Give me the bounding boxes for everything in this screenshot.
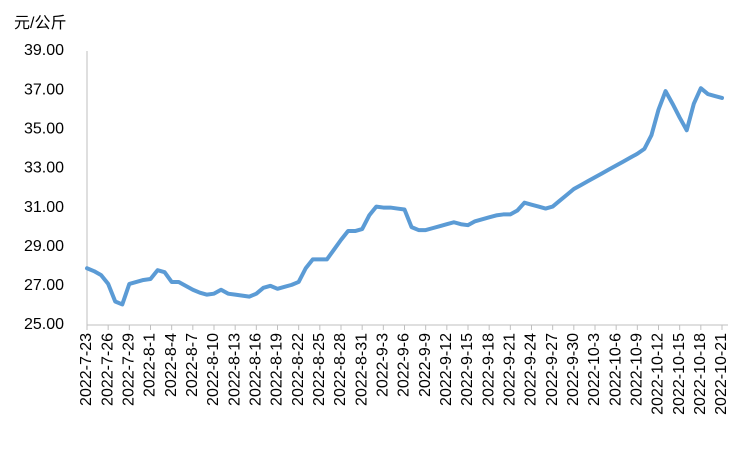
x-tick-label: 2022-10-18 (692, 333, 709, 415)
y-tick-label: 31.00 (24, 199, 64, 216)
y-tick-label: 25.00 (24, 316, 64, 333)
x-tick-label: 2022-10-21 (713, 333, 730, 415)
x-tick-label: 2022-8-19 (269, 333, 286, 406)
x-tick-label: 2022-10-12 (650, 333, 667, 415)
y-tick-label: 39.00 (24, 42, 64, 59)
x-tick-label: 2022-9-9 (417, 333, 434, 397)
x-tick-label: 2022-9-27 (544, 333, 561, 406)
x-tick-label: 2022-8-4 (163, 333, 180, 397)
x-tick-label: 2022-7-26 (99, 333, 116, 406)
x-tick-label: 2022-9-6 (396, 333, 413, 397)
x-tick-label: 2022-8-22 (290, 333, 307, 406)
x-tick-label: 2022-10-9 (629, 333, 646, 406)
x-tick-label: 2022-10-3 (586, 333, 603, 406)
x-tick-label: 2022-7-23 (78, 333, 95, 406)
y-tick-label: 35.00 (24, 121, 64, 138)
x-tick-label: 2022-8-13 (226, 333, 243, 406)
x-tick-label: 2022-10-6 (607, 333, 624, 406)
y-tick-label: 33.00 (24, 160, 64, 177)
data-line (85, 86, 724, 307)
x-tick-label: 2022-9-30 (565, 333, 582, 406)
y-tick-label: 37.00 (24, 81, 64, 98)
x-tick-label: 2022-9-3 (375, 333, 392, 397)
x-tick-label: 2022-8-28 (332, 333, 349, 406)
x-tick-label: 2022-8-31 (353, 333, 370, 406)
x-tick-label: 2022-8-25 (311, 333, 328, 406)
x-tick-label: 2022-9-21 (502, 333, 519, 406)
x-tick-label: 2022-8-10 (205, 333, 222, 406)
y-tick-label: 27.00 (24, 277, 64, 294)
x-tick-label: 2022-7-29 (121, 333, 138, 406)
y-axis-title: 元/公斤 (14, 14, 66, 32)
x-tick-label: 2022-9-12 (438, 333, 455, 406)
x-tick-label: 2022-9-15 (459, 333, 476, 406)
x-tick-label: 2022-9-24 (523, 333, 540, 406)
x-tick-label: 2022-8-1 (142, 333, 159, 397)
y-tick-label: 29.00 (24, 238, 64, 255)
x-tick-label: 2022-8-7 (184, 333, 201, 397)
x-tick-label: 2022-10-15 (671, 333, 688, 415)
x-tick-label: 2022-9-18 (480, 333, 497, 406)
x-tick-label: 2022-8-16 (248, 333, 265, 406)
